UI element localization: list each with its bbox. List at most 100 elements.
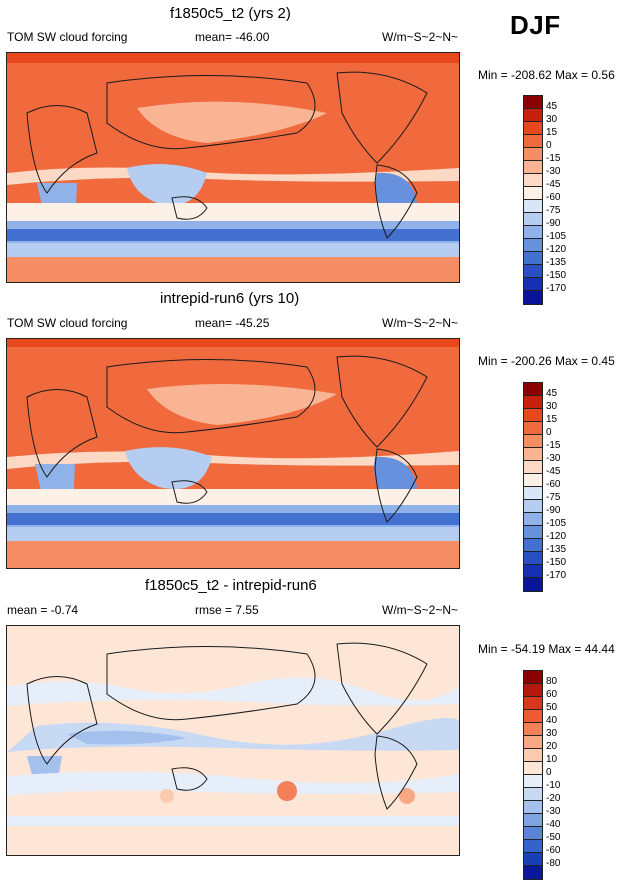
panel-3-colorbar-swatch [524,775,542,788]
panel-2-colorbar-swatch [524,409,542,422]
panel-1-colorbar-swatch [524,161,542,174]
panel-1-colorbar-swatch [524,213,542,226]
panel-3-colorbar-tick: -50 [546,832,561,843]
panel-3-colorbar-swatch [524,814,542,827]
panel-2-colorbar-tick: 15 [546,414,558,425]
panel-3-colorbar-tick: -20 [546,793,561,804]
panel-3-colorbar-swatch [524,827,542,840]
panel-1-colorbar-swatch [524,122,542,135]
panel-2-map [6,338,460,569]
panel-3-colorbar-swatch [524,671,542,684]
panel-2-colorbar-tick: 30 [546,401,558,412]
panel-3-colorbar-swatch [524,736,542,749]
panel-1-colorbar-swatch [524,291,542,304]
panel-1-colorbar-tick: -120 [546,244,567,255]
panel-1-colorbar-swatch [524,135,542,148]
panel-3-colorbar-swatch [524,853,542,866]
panel-3-minmax-label: Min = -54.19 Max = 44.44 [478,642,615,656]
panel-3-map [6,625,460,856]
panel-2-colorbar-swatch [524,396,542,409]
panel-2-colorbar-tick: -170 [546,570,567,581]
panel-1-map-svg [7,53,459,282]
panel-1-colorbar-swatch [524,187,542,200]
panel-1-colorbar-tick: -170 [546,283,567,294]
panel-2-colorbar-swatch [524,487,542,500]
panel-3-colorbar-tick: 80 [546,676,558,687]
panel-2-units-label: W/m~S~2~N~ [382,316,459,330]
panel-1-variable-label: TOM SW cloud forcing [7,30,128,44]
panel-2-colorbar-tick: -75 [546,492,561,503]
panel-3-title: f1850c5_t2 - intrepid-run6 [145,577,317,594]
panel-3-units-label: W/m~S~2~N~ [382,603,459,617]
panel-3-mean-label: mean = -0.74 [7,603,79,617]
panel-1-colorbar-swatch [524,265,542,278]
panel-2-colorbar-tick: -15 [546,440,561,451]
panel-2-colorbar-tick: -30 [546,453,561,464]
panel-2-colorbar [523,382,543,592]
panel-2-colorbar-swatch [524,513,542,526]
panel-3-colorbar-swatch [524,723,542,736]
panel-2-colorbar-tick: -90 [546,505,561,516]
panel-1-colorbar-tick: -105 [546,231,567,242]
panel-2-colorbar-tick: 0 [546,427,552,438]
panel-1-colorbar-swatch [524,174,542,187]
panel-1-colorbar-swatch [524,239,542,252]
panel-1-colorbar-tick: -75 [546,205,561,216]
panel-1-map [6,52,460,283]
panel-3-colorbar-swatch [524,749,542,762]
panel-3-colorbar-swatch [524,684,542,697]
panel-2-colorbar-swatch [524,461,542,474]
panel-1-colorbar-tick: 30 [546,114,558,125]
panel-2-colorbar-swatch [524,422,542,435]
panel-2-colorbar-tick: -150 [546,557,567,568]
panel-3-colorbar-tick: -10 [546,780,561,791]
panel-1-colorbar-swatch [524,96,542,109]
panel-3-colorbar-tick: -30 [546,806,561,817]
panel-2-title: intrepid-run6 (yrs 10) [160,290,300,307]
panel-1-colorbar-tick: -30 [546,166,561,177]
panel-1-colorbar-swatch [524,252,542,265]
panel-3-colorbar-tick: -80 [546,858,561,869]
panel-2-colorbar-tick: -105 [546,518,567,529]
panel-3-colorbar-tick: -60 [546,845,561,856]
panel-2-map-svg [7,339,459,568]
panel-2-colorbar-swatch [524,578,542,591]
panel-3-colorbar-tick: 0 [546,767,552,778]
panel-2-colorbar-swatch [524,435,542,448]
panel-1-colorbar-swatch [524,200,542,213]
panel-1-colorbar-tick: 0 [546,140,552,151]
panel-2-colorbar-swatch [524,448,542,461]
panel-1-colorbar [523,95,543,305]
panel-2-colorbar-swatch [524,526,542,539]
panel-2-mean-label: mean= -45.25 [195,316,270,330]
panel-3-colorbar-tick: 60 [546,689,558,700]
panel-2-colorbar-swatch [524,552,542,565]
panel-1-colorbar-tick: 15 [546,127,558,138]
panel-3-colorbar-swatch [524,762,542,775]
panel-2-colorbar-tick: -60 [546,479,561,490]
panel-1-colorbar-swatch [524,226,542,239]
panel-2-colorbar-swatch [524,500,542,513]
panel-1-colorbar-tick: -150 [546,270,567,281]
panel-1-colorbar-tick: 45 [546,101,558,112]
panel-3-colorbar-swatch [524,840,542,853]
panel-2-colorbar-tick: 45 [546,388,558,399]
panel-3-rmse-label: rmse = 7.55 [195,603,259,617]
panel-2-colorbar-swatch [524,539,542,552]
panel-1-colorbar-swatch [524,109,542,122]
panel-3-colorbar-tick: -40 [546,819,561,830]
panel-3-colorbar-tick: 30 [546,728,558,739]
panel-2-colorbar-swatch [524,383,542,396]
panel-1-colorbar-tick: -90 [546,218,561,229]
panel-3-colorbar-tick: 40 [546,715,558,726]
panel-3-colorbar-swatch [524,788,542,801]
panel-3-colorbar-swatch [524,866,542,879]
panel-1-colorbar-tick: -135 [546,257,567,268]
panel-1-colorbar-swatch [524,278,542,291]
panel-1-minmax-label: Min = -208.62 Max = 0.56 [478,68,615,82]
panel-2-colorbar-swatch [524,474,542,487]
panel-2-colorbar-tick: -120 [546,531,567,542]
panel-3-colorbar [523,670,543,880]
panel-2-colorbar-tick: -45 [546,466,561,477]
panel-3-colorbar-swatch [524,801,542,814]
